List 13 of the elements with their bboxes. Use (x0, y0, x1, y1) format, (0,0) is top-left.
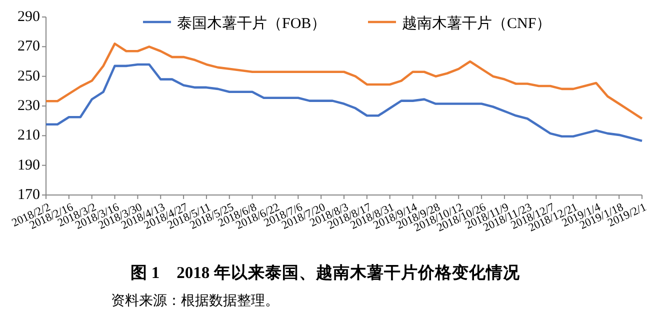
y-tick-label: 170 (18, 187, 40, 203)
legend-label: 越南木薯干片（CNF） (402, 15, 552, 32)
y-tick-label: 190 (18, 157, 40, 174)
line-series (44, 42, 644, 120)
line-series (44, 63, 644, 142)
text: 资料来源：根据数据整理。 (111, 293, 279, 309)
y-tick-label: 270 (18, 38, 40, 55)
text: 图 1 2018 年以来泰国、越南木薯干片价格变化情况 (130, 263, 521, 282)
y-tick-label: 250 (18, 68, 40, 84)
y-tick-label: 230 (18, 98, 40, 114)
legend-label: 泰国木薯干片（FOB） (177, 15, 326, 32)
y-tick-label: 210 (18, 128, 40, 144)
y-tick-label: 290 (18, 9, 40, 25)
